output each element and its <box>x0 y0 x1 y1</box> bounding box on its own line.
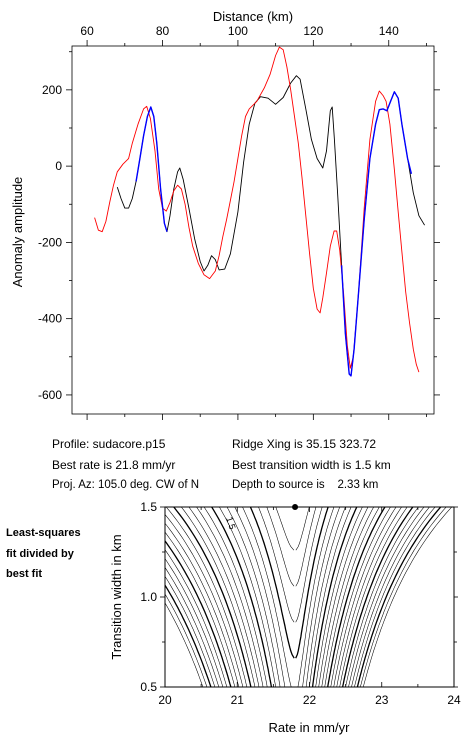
contour-line <box>305 507 346 687</box>
contour-line <box>321 507 374 687</box>
contour-line <box>203 507 268 687</box>
contour-caption: Least-squares fit divided by best fit <box>6 523 81 585</box>
contour-line <box>295 507 310 551</box>
contour-line <box>219 507 276 687</box>
contour-line <box>315 507 363 687</box>
contour-line <box>165 549 228 687</box>
contour-caption-line: fit divided by <box>6 547 74 560</box>
contour-line <box>363 507 453 687</box>
contour-line <box>165 575 216 687</box>
y-tick-label: 1.5 <box>140 500 157 514</box>
contour-line <box>324 507 380 687</box>
x-tick-label: 60 <box>80 24 94 38</box>
contour-caption-line: Least-squares <box>6 527 81 539</box>
x-tick-label: 22 <box>303 693 317 707</box>
contour-line <box>165 539 232 687</box>
series-line-3 <box>340 91 413 377</box>
contour-line <box>258 507 295 623</box>
y-tick-label: 200 <box>42 83 62 97</box>
contour-line <box>311 507 358 687</box>
contour-line <box>309 507 352 687</box>
y-tick-label: 0 <box>55 159 62 173</box>
x-tick-label: 24 <box>447 693 461 707</box>
y-tick-label: 0.5 <box>140 680 157 694</box>
contour-line <box>226 507 281 687</box>
contour-line <box>165 507 248 687</box>
contour-line <box>354 507 436 687</box>
contour-line <box>165 593 208 687</box>
series-line-0 <box>116 75 425 377</box>
series-line-1 <box>94 46 420 373</box>
contour-line <box>165 522 240 687</box>
contour-line <box>339 507 408 687</box>
contour-line <box>360 507 447 687</box>
contour-line <box>211 507 273 687</box>
x-tick-label: 140 <box>379 24 399 38</box>
ridge-crossing: Ridge Xing is 35.15 323.72 <box>232 437 377 451</box>
best-fit-marker <box>292 504 299 510</box>
y-tick-label: 1.0 <box>140 590 157 604</box>
contour-line <box>165 602 204 687</box>
contour-line <box>181 507 256 687</box>
contour-line <box>330 507 391 687</box>
contour-line <box>165 558 224 687</box>
x-tick-label: 21 <box>231 693 245 707</box>
profile-y-label: Anomaly amplitude <box>10 177 25 288</box>
contour-y-label: Transition width in km <box>109 534 124 659</box>
profile-series <box>94 46 425 377</box>
projection-azimuth: Proj. Az: 105.0 deg. CW of N <box>52 479 200 491</box>
contour-line-label: 1.5 <box>224 516 237 531</box>
x-tick-label: 80 <box>156 24 170 38</box>
contour-line <box>295 507 317 587</box>
best-rate: Best rate is 21.8 mm/yr <box>52 458 176 472</box>
contour-line <box>266 507 295 587</box>
contour-line <box>242 507 292 687</box>
contour-line <box>188 507 260 687</box>
contour-line <box>297 507 335 687</box>
contour-line <box>275 507 295 551</box>
contour-line <box>351 507 430 687</box>
contour-line <box>336 507 402 687</box>
x-tick-label: 20 <box>158 693 172 707</box>
contour-line <box>165 531 236 687</box>
contour-line <box>333 507 397 687</box>
contour-line <box>234 507 286 687</box>
contour-ticks: 20 21 22 23 24 0.5 1.0 1.5 <box>140 500 461 707</box>
contour-line <box>173 507 252 687</box>
contour-line <box>295 507 323 623</box>
y-tick-label: -600 <box>38 388 62 402</box>
profile-name: Profile: sudacore.p15 <box>52 437 166 451</box>
contour-line <box>327 507 386 687</box>
contour-line <box>165 566 220 687</box>
contour-line <box>165 583 212 687</box>
x-tick-label: 120 <box>303 24 323 38</box>
contour-line <box>348 507 425 687</box>
y-tick-label: -200 <box>38 235 62 249</box>
contour-line <box>165 514 244 687</box>
contour-line <box>302 507 340 687</box>
contour-line <box>341 507 414 687</box>
contour-line <box>356 507 442 687</box>
series-line-2 <box>135 106 168 232</box>
contour-lines <box>165 507 453 687</box>
profile-plot-frame <box>71 45 435 415</box>
x-tick-label: 100 <box>228 24 248 38</box>
contour-line <box>345 507 419 687</box>
y-tick-label: -400 <box>38 312 62 326</box>
contour-line <box>318 507 369 687</box>
x-tick-label: 23 <box>375 693 389 707</box>
profile-x-label: Distance (km) <box>213 9 293 24</box>
depth-to-source: Depth to source is 2.33 km <box>232 479 379 491</box>
contour-x-label: Rate in mm/yr <box>269 720 351 735</box>
contour-line <box>249 507 295 659</box>
contour-line <box>295 507 329 659</box>
best-transition-width: Best transition width is 1.5 km <box>232 458 391 472</box>
profile-ticks: 60 80 100 120 140 200 0 -200 -400 -600 <box>38 24 440 420</box>
contour-caption-line: best fit <box>6 568 43 580</box>
contour-line <box>196 507 264 687</box>
